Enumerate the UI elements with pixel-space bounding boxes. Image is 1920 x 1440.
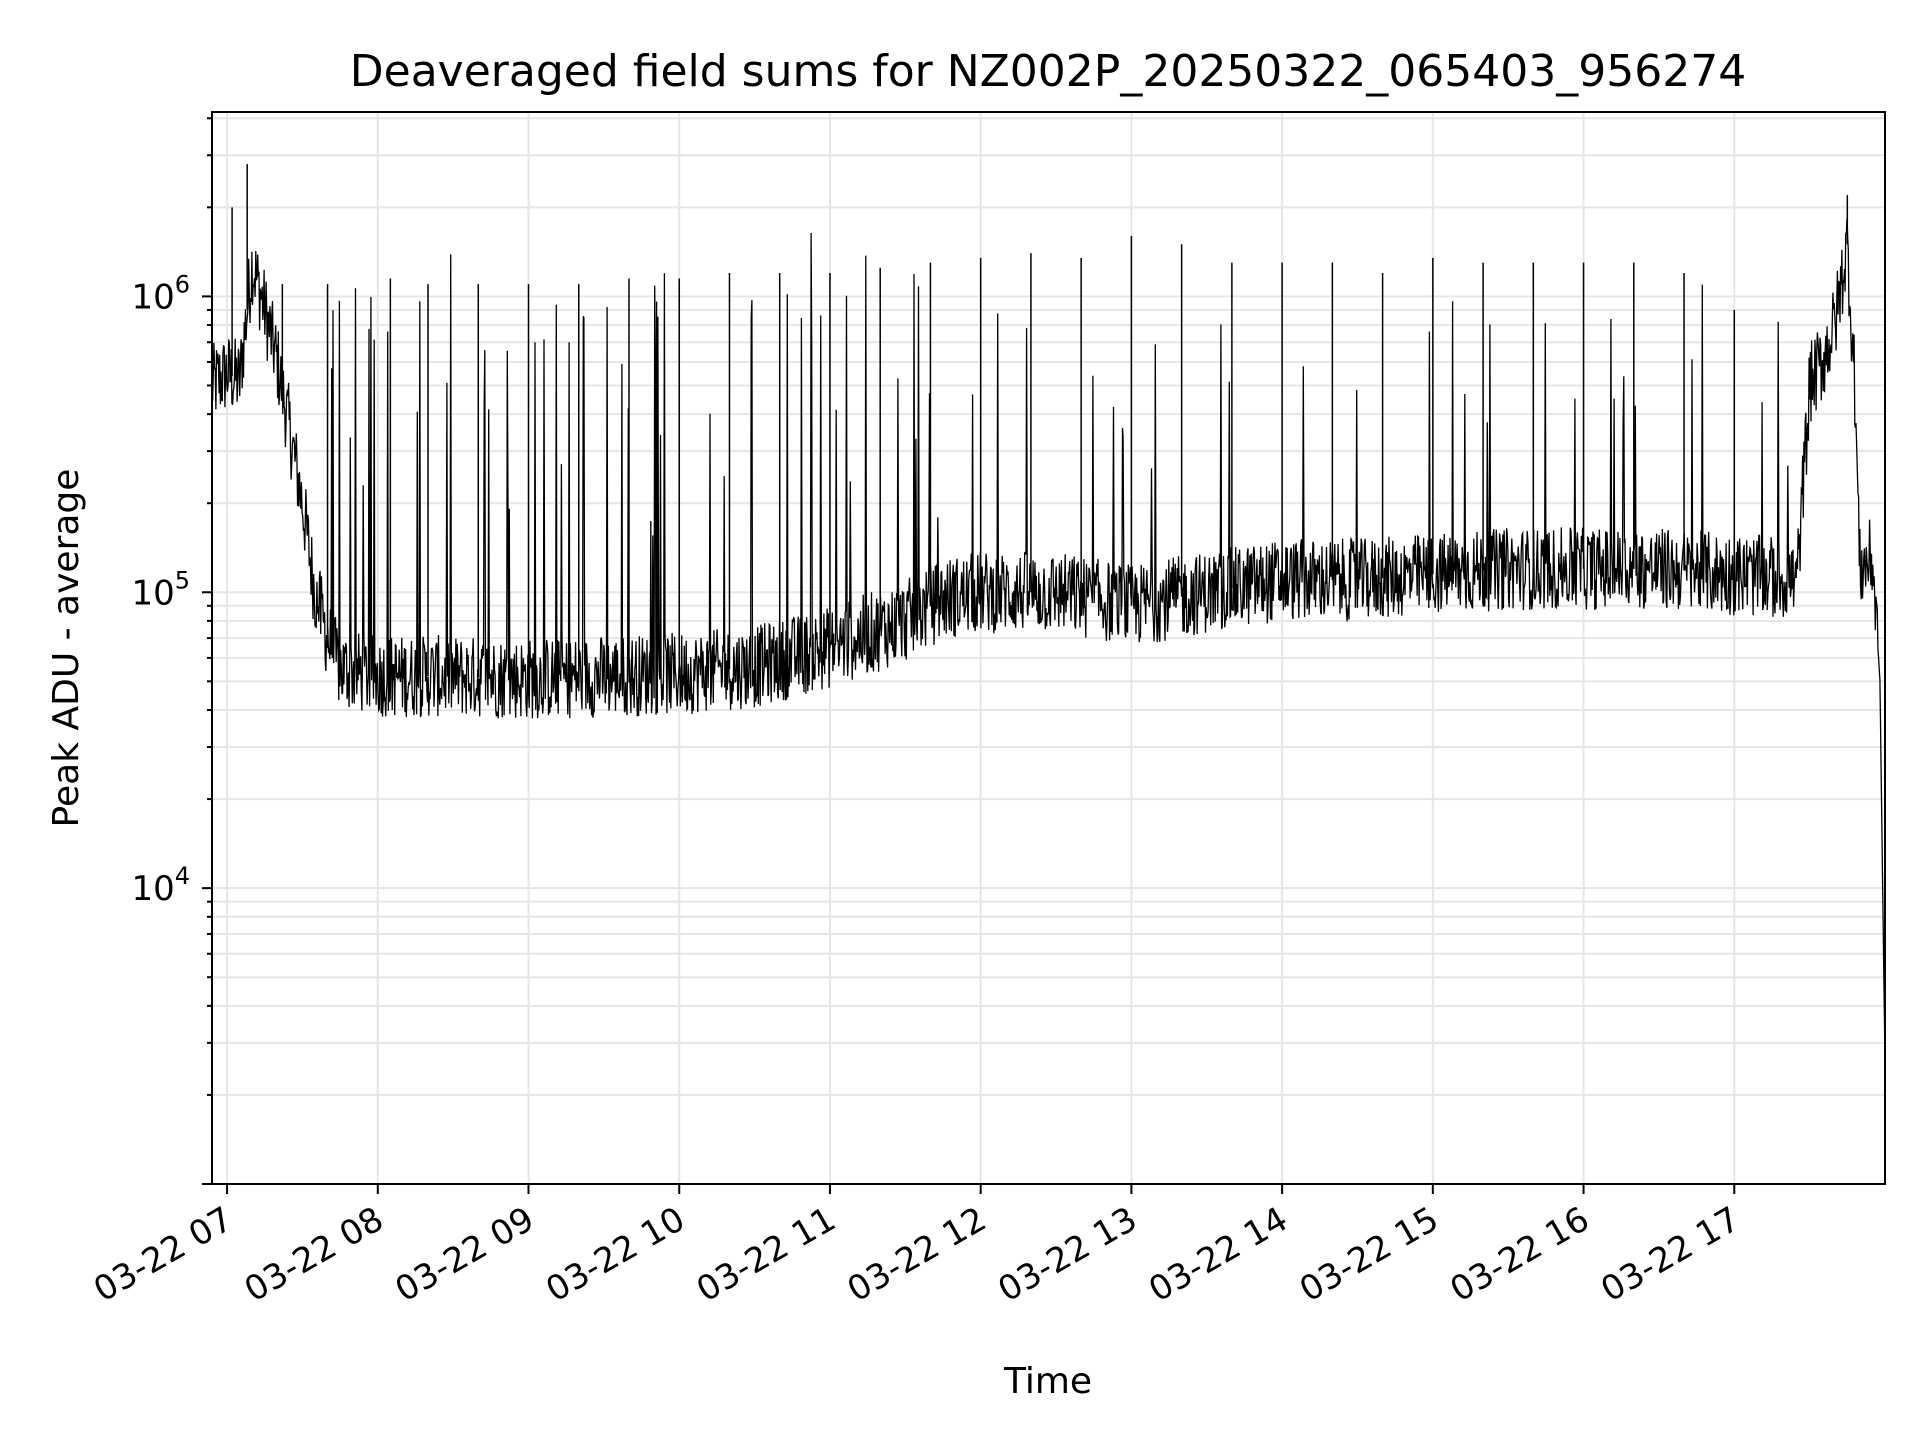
chart-title: Deaveraged field sums for NZ002P_2025032… [350,46,1746,97]
y-tick-exponent: 4 [175,862,190,890]
y-tick-base: 10 [131,573,174,613]
series-line [211,218,1886,1067]
y-tick-exponent: 6 [175,270,190,298]
plot-frame [211,111,1886,1185]
y-tick-label: 105 [131,566,190,613]
y-axis-label: Peak ADU - average [46,469,87,828]
x-axis-label: Time [1003,1361,1092,1402]
y-tick-exponent: 5 [175,566,190,594]
y-tick-base: 10 [131,277,174,317]
y-tick-base: 10 [131,869,174,909]
y-tick-label: 104 [131,862,190,909]
y-tick-label: 106 [131,270,190,317]
data-series [211,164,1886,1067]
